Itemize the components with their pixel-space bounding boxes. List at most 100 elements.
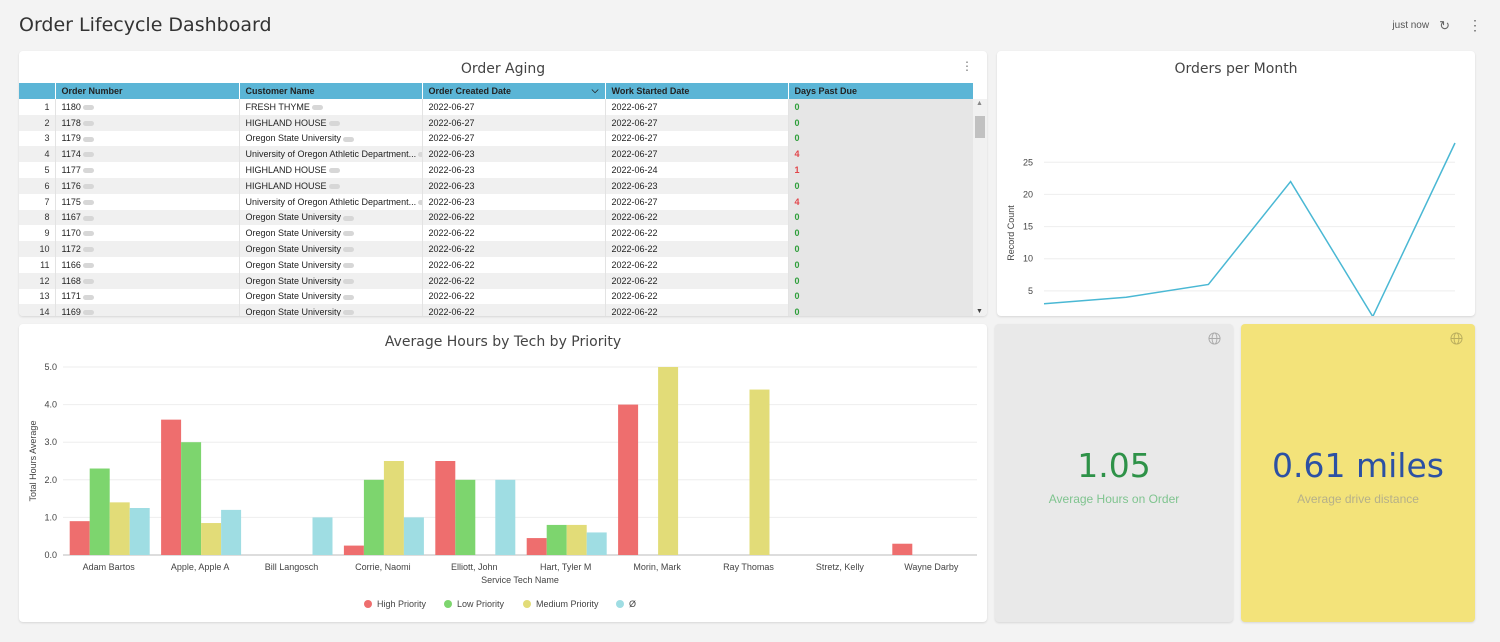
row-index: 4 <box>19 146 56 163</box>
table-row[interactable]: 6 1176 HIGHLAND HOUSE 2022-06-23 2022-06-23 0 <box>19 177 973 194</box>
more-icon[interactable] <box>82 120 94 126</box>
table-row[interactable]: 10 1172 Oregon State University 2022-06-22 2… <box>19 241 973 257</box>
row-index: 6 <box>19 177 56 194</box>
bar[interactable] <box>586 532 607 555</box>
table-header-row: Order Number Customer Name Order Created… <box>19 83 973 99</box>
bar[interactable] <box>658 367 679 555</box>
bar[interactable] <box>89 468 110 555</box>
bar[interactable] <box>495 479 516 555</box>
more-icon[interactable] <box>343 247 355 253</box>
more-options-icon[interactable]: ⋮ <box>1468 17 1482 33</box>
bar[interactable] <box>312 517 333 555</box>
bar[interactable] <box>892 543 913 555</box>
bar[interactable] <box>129 508 150 555</box>
table-row[interactable]: 4 1174 University of Oregon Athletic Depar… <box>19 146 973 163</box>
table-row[interactable]: 13 1171 Oregon State University 2022-06-22 2… <box>19 288 973 305</box>
customer-name-cell: Oregon State University <box>239 256 423 273</box>
bar[interactable] <box>455 479 476 555</box>
table-row[interactable]: 14 1169 Oregon State University 2022-06-22 2… <box>19 304 973 316</box>
table-row[interactable]: 2 1178 HIGHLAND HOUSE 2022-06-27 2022-06-27 0 <box>19 114 973 131</box>
column-header-days-past-due[interactable]: Days Past Due <box>788 83 973 99</box>
globe-icon[interactable] <box>1450 332 1463 345</box>
customer-name-cell-text: HIGHLAND HOUSE <box>245 180 327 191</box>
bar[interactable] <box>109 502 130 555</box>
table-row[interactable]: 1 1180 FRESH THYME 2022-06-27 2022-06-27 0 <box>19 99 973 115</box>
more-icon[interactable] <box>82 199 94 205</box>
more-icon[interactable] <box>343 231 355 237</box>
more-icon[interactable] <box>82 247 94 253</box>
column-header-order-number[interactable]: Order Number <box>55 83 240 99</box>
more-icon[interactable] <box>343 136 355 142</box>
bar[interactable] <box>161 419 182 555</box>
table-row[interactable]: 8 1167 Oregon State University 2022-06-22 20… <box>19 209 973 226</box>
kpi-value: 0.61 miles <box>1272 446 1444 485</box>
bar[interactable] <box>363 479 384 555</box>
more-icon[interactable] <box>343 262 355 268</box>
more-icon[interactable] <box>82 262 94 268</box>
more-icon[interactable] <box>82 278 94 284</box>
more-icon[interactable] <box>328 120 340 126</box>
bar[interactable] <box>69 521 90 555</box>
orders-per-month-chart: 0510152025January '22FebruaryMarchAprilM… <box>1006 142 1456 316</box>
bar[interactable] <box>201 523 222 555</box>
more-icon[interactable] <box>82 152 94 158</box>
more-icon[interactable] <box>343 278 355 284</box>
globe-icon[interactable] <box>1208 332 1221 345</box>
order-number-cell-text: 1177 <box>61 165 81 176</box>
order-number-cell-text: 1171 <box>61 291 81 302</box>
table-scrollbar[interactable]: ▲ ▼ <box>973 99 987 316</box>
order-number-cell-text: 1174 <box>61 149 81 160</box>
table-row[interactable]: 12 1168 Oregon State University 2022-06-22 2… <box>19 272 973 289</box>
table-row[interactable]: 3 1179 Oregon State University 2022-06-27 20… <box>19 130 973 147</box>
table-row[interactable]: 7 1175 University of Oregon Athletic Depar… <box>19 193 973 210</box>
table-row[interactable]: 9 1170 Oregon State University 2022-06-22 20… <box>19 225 973 242</box>
bar[interactable] <box>221 509 242 555</box>
bar[interactable] <box>403 517 424 555</box>
refresh-icon[interactable]: ↻ <box>1439 17 1450 33</box>
scroll-up-icon[interactable]: ▲ <box>976 100 983 107</box>
more-icon[interactable] <box>82 168 94 174</box>
bar[interactable] <box>383 461 404 555</box>
series-line[interactable] <box>1043 142 1456 316</box>
more-icon[interactable] <box>82 310 94 316</box>
more-icon[interactable] <box>418 152 421 158</box>
more-icon[interactable] <box>343 310 355 316</box>
x-tick-label: Ray Thomas <box>723 562 774 572</box>
bar[interactable] <box>546 524 567 555</box>
more-icon[interactable] <box>311 105 323 111</box>
card-menu-icon[interactable]: ⋮ <box>961 59 973 73</box>
bar[interactable] <box>343 545 364 555</box>
bar[interactable] <box>618 404 639 555</box>
scroll-down-icon[interactable]: ▼ <box>976 308 983 315</box>
row-index-text: 13 <box>39 291 50 302</box>
bar[interactable] <box>181 442 202 555</box>
more-icon[interactable] <box>82 105 94 111</box>
more-icon[interactable] <box>82 231 94 237</box>
bar[interactable] <box>566 524 587 555</box>
more-icon[interactable] <box>82 294 94 300</box>
more-icon[interactable] <box>82 184 94 189</box>
bar[interactable] <box>749 389 770 555</box>
column-header-work-started-date[interactable]: Work Started Date <box>605 83 789 99</box>
column-header-order-created-date[interactable]: Order Created Date ⌵ <box>422 83 606 99</box>
table-row[interactable]: 11 1166 Oregon State University 2022-06-22 2… <box>19 256 973 273</box>
bar[interactable] <box>435 461 456 555</box>
more-icon[interactable] <box>343 215 355 221</box>
bar[interactable] <box>526 538 547 555</box>
row-index-text: 3 <box>44 133 50 144</box>
sort-desc-icon[interactable]: ⌵ <box>591 85 599 95</box>
more-icon[interactable] <box>82 136 94 142</box>
header-actions: just now ↻ ⋮ <box>1392 17 1482 34</box>
more-icon[interactable] <box>328 168 340 174</box>
more-icon[interactable] <box>343 294 355 300</box>
order-number-cell: 1180 <box>55 99 240 115</box>
table-row[interactable]: 5 1177 HIGHLAND HOUSE 2022-06-23 2022-06-24 1 <box>19 162 973 178</box>
more-icon[interactable] <box>418 199 421 205</box>
column-header-customer-name[interactable]: Customer Name <box>239 83 423 99</box>
customer-name-cell: Oregon State University <box>239 304 423 316</box>
y-axis-label: Record Count <box>1006 205 1016 261</box>
more-icon[interactable] <box>82 215 94 221</box>
order-created-date-cell: 2022-06-23 <box>422 146 606 163</box>
scrollbar-thumb[interactable] <box>975 116 985 138</box>
more-icon[interactable] <box>328 184 340 189</box>
